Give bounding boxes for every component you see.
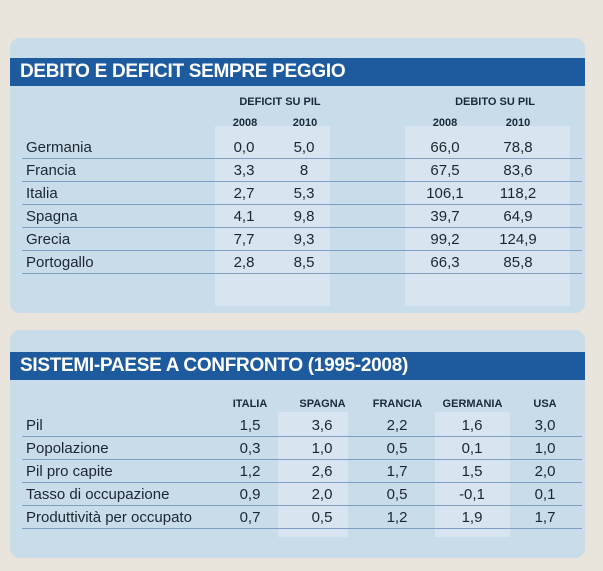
- cell-value: 3,6: [311, 417, 333, 434]
- row-label: Popolazione: [26, 440, 109, 457]
- table-row: Tasso di occupazione 0,9 2,0 0,5 -0,1 0,…: [22, 483, 582, 506]
- cell-value: 2,8: [233, 254, 255, 271]
- cell-value: 3,3: [233, 162, 255, 179]
- table-row: Francia 3,3 8 67,5 83,6: [22, 159, 582, 182]
- cell-value: 8: [299, 162, 309, 179]
- cell-value: 2,2: [386, 417, 408, 434]
- cell-value: 66,3: [430, 254, 460, 271]
- header-germania: GERMANIA: [442, 398, 503, 410]
- column-shade: [215, 126, 330, 306]
- cell-value: 0,3: [239, 440, 261, 457]
- column-shade: [278, 412, 348, 537]
- cell-value: 0,5: [386, 486, 408, 503]
- cell-value: 1,5: [239, 417, 261, 434]
- table-row: Grecia 7,7 9,3 99,2 124,9: [22, 228, 582, 251]
- sistemi-paese-panel: SISTEMI-PAESE A CONFRONTO (1995-2008) IT…: [10, 330, 585, 558]
- country-label: Spagna: [26, 208, 78, 225]
- panel-title: DEBITO E DEFICIT SEMPRE PEGGIO: [10, 58, 585, 86]
- cell-value: 39,7: [430, 208, 460, 225]
- table-row: Portogallo 2,8 8,5 66,3 85,8: [22, 251, 582, 274]
- cell-value: 2,0: [311, 486, 333, 503]
- table-row: Produttività per occupato 0,7 0,5 1,2 1,…: [22, 506, 582, 529]
- cell-value: 0,5: [311, 509, 333, 526]
- cell-value: 5,3: [293, 185, 315, 202]
- cell-value: 106,1: [426, 185, 464, 202]
- row-label: Pil: [26, 417, 43, 434]
- header-year: 2008: [232, 117, 258, 129]
- country-label: Francia: [26, 162, 77, 179]
- country-label: Italia: [26, 185, 58, 202]
- country-label: Germania: [26, 139, 92, 156]
- cell-value: -0,1: [459, 486, 485, 503]
- cell-value: 2,0: [534, 463, 556, 480]
- cell-value: 2,7: [233, 185, 255, 202]
- cell-value: 3,0: [534, 417, 556, 434]
- column-shade: [405, 126, 570, 306]
- header-year: 2010: [505, 117, 531, 129]
- header-spagna: SPAGNA: [299, 398, 346, 410]
- table-row: Pil pro capite 1,2 2,6 1,7 1,5 2,0: [22, 460, 582, 483]
- cell-value: 0,5: [386, 440, 408, 457]
- table-row: Popolazione 0,3 1,0 0,5 0,1 1,0: [22, 437, 582, 460]
- cell-value: 78,8: [503, 139, 533, 156]
- cell-value: 5,0: [293, 139, 315, 156]
- cell-value: 99,2: [430, 231, 460, 248]
- cell-value: 83,6: [503, 162, 533, 179]
- cell-value: 0,0: [233, 139, 255, 156]
- cell-value: 7,7: [233, 231, 255, 248]
- header-debito-su-pil: DEBITO SU PIL: [455, 96, 535, 108]
- cell-value: 1,2: [386, 509, 408, 526]
- cell-value: 1,9: [461, 509, 483, 526]
- debito-deficit-panel: DEBITO E DEFICIT SEMPRE PEGGIO DEFICIT S…: [10, 38, 585, 313]
- header-usa: USA: [533, 398, 557, 410]
- country-label: Portogallo: [26, 254, 94, 271]
- cell-value: 1,0: [534, 440, 556, 457]
- table-row: Spagna 4,1 9,8 39,7 64,9: [22, 205, 582, 228]
- cell-value: 0,1: [461, 440, 483, 457]
- header-italia: ITALIA: [232, 398, 268, 410]
- cell-value: 66,0: [430, 139, 460, 156]
- cell-value: 9,3: [293, 231, 315, 248]
- header-year: 2010: [292, 117, 318, 129]
- row-label: Pil pro capite: [26, 463, 113, 480]
- header-francia: FRANCIA: [372, 398, 423, 410]
- cell-value: 1,7: [534, 509, 556, 526]
- cell-value: 1,7: [386, 463, 408, 480]
- panel-title: SISTEMI-PAESE A CONFRONTO (1995-2008): [10, 352, 585, 380]
- cell-value: 118,2: [499, 185, 537, 202]
- cell-value: 0,7: [239, 509, 261, 526]
- cell-value: 0,9: [239, 486, 261, 503]
- cell-value: 64,9: [503, 208, 533, 225]
- row-label: Produttività per occupato: [26, 509, 192, 526]
- cell-value: 0,1: [534, 486, 556, 503]
- cell-value: 67,5: [430, 162, 460, 179]
- table-row: Germania 0,0 5,0 66,0 78,8: [22, 136, 582, 159]
- cell-value: 124,9: [499, 231, 537, 248]
- cell-value: 1,0: [311, 440, 333, 457]
- cell-value: 85,8: [503, 254, 533, 271]
- cell-value: 2,6: [311, 463, 333, 480]
- table-row: Italia 2,7 5,3 106,1 118,2: [22, 182, 582, 205]
- cell-value: 1,2: [239, 463, 261, 480]
- row-label: Tasso di occupazione: [26, 486, 170, 503]
- cell-value: 8,5: [293, 254, 315, 271]
- column-shade: [435, 412, 510, 537]
- country-label: Grecia: [26, 231, 71, 248]
- cell-value: 1,5: [461, 463, 483, 480]
- table-row: Pil 1,5 3,6 2,2 1,6 3,0: [22, 414, 582, 437]
- cell-value: 4,1: [233, 208, 255, 225]
- cell-value: 1,6: [461, 417, 483, 434]
- cell-value: 9,8: [293, 208, 315, 225]
- header-year: 2008: [432, 117, 458, 129]
- header-deficit-su-pil: DEFICIT SU PIL: [239, 96, 321, 108]
